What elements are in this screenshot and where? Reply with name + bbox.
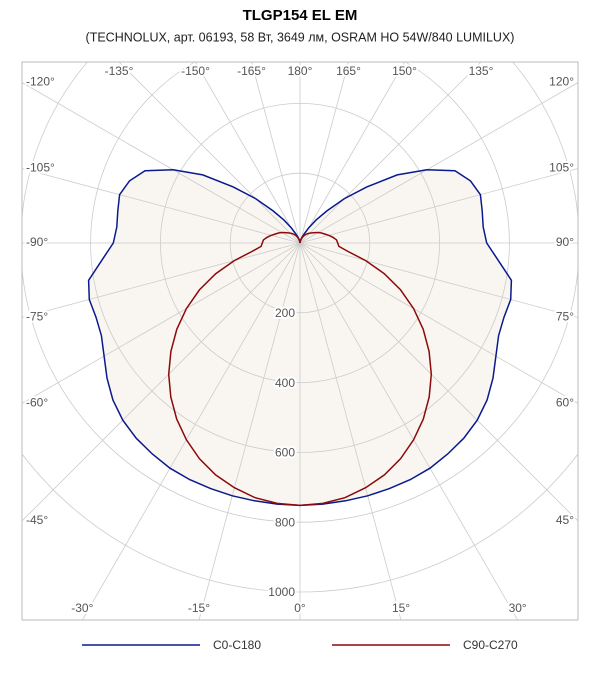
series-line [167,231,433,507]
angle-tick-label: -90° [26,235,48,249]
grid-spoke [251,62,301,244]
grid-spoke [299,62,482,244]
legend-label: C90-C270 [463,638,518,652]
r-tick-label: 1000 [268,585,295,599]
angle-tick-label: -45° [26,513,48,527]
grid-spoke [22,168,301,244]
angle-tick-label: 15° [392,601,410,615]
angle-tick-label: -105° [26,161,55,175]
grid-spoke [22,242,301,318]
angle-tick-label: 30° [509,601,527,615]
grid-spoke [299,168,578,244]
angle-tick-label: 120° [549,75,574,89]
grid-spoke [22,242,301,522]
angle-tick-label: -165° [237,64,266,78]
angle-tick-label: -60° [26,396,48,410]
angle-tick-label: 150° [392,64,417,78]
angle-tick-label: 180° [288,64,313,78]
r-tick-label: 800 [275,515,295,529]
angle-tick-label: 105° [549,161,574,175]
angle-tick-label: 165° [336,64,361,78]
angle-tick-label: -15° [188,601,210,615]
grid-spoke [299,62,349,244]
grid-spoke [299,242,578,522]
grid-spoke [118,62,301,244]
plot-frame [21,61,579,621]
grid-spoke [299,242,519,620]
legend-label: C0-C180 [213,638,261,652]
angle-tick-label: 75° [556,310,574,324]
grid-spoke [299,242,578,404]
grid-spoke [299,242,402,620]
angle-tick-label: 0° [294,601,306,615]
grid-spoke [81,242,301,620]
grid-spoke [299,62,405,244]
grid-spoke [198,242,301,620]
angle-tick-label: 45° [556,513,574,527]
r-tick-label: 400 [275,376,295,390]
angle-tick-label: -150° [181,64,210,78]
angle-tick-label: -135° [105,64,134,78]
angle-tick-label: -30° [71,601,93,615]
grid-spoke [299,82,578,244]
r-tick-label: 600 [275,446,295,460]
angle-tick-label: 90° [556,235,574,249]
chart-subtitle: (TECHNOLUX, арт. 06193, 58 Вт, 3649 лм, … [86,30,515,44]
angle-tick-label: -120° [26,75,55,89]
chart-title: TLGP154 EL EM [243,7,358,24]
angle-tick-label: 135° [469,64,494,78]
angle-tick-label: -75° [26,310,48,324]
labels: -120° -135° -150° -165° 180° 165° 150° 135° 120°… [24,62,576,617]
angle-tick-label: 60° [556,396,574,410]
plot-area [22,62,578,620]
grid-spoke [299,242,578,318]
grid-spoke [195,62,301,244]
r-tick-label: 200 [275,306,295,320]
grid-spoke [22,82,301,244]
grid-spoke [22,242,301,404]
